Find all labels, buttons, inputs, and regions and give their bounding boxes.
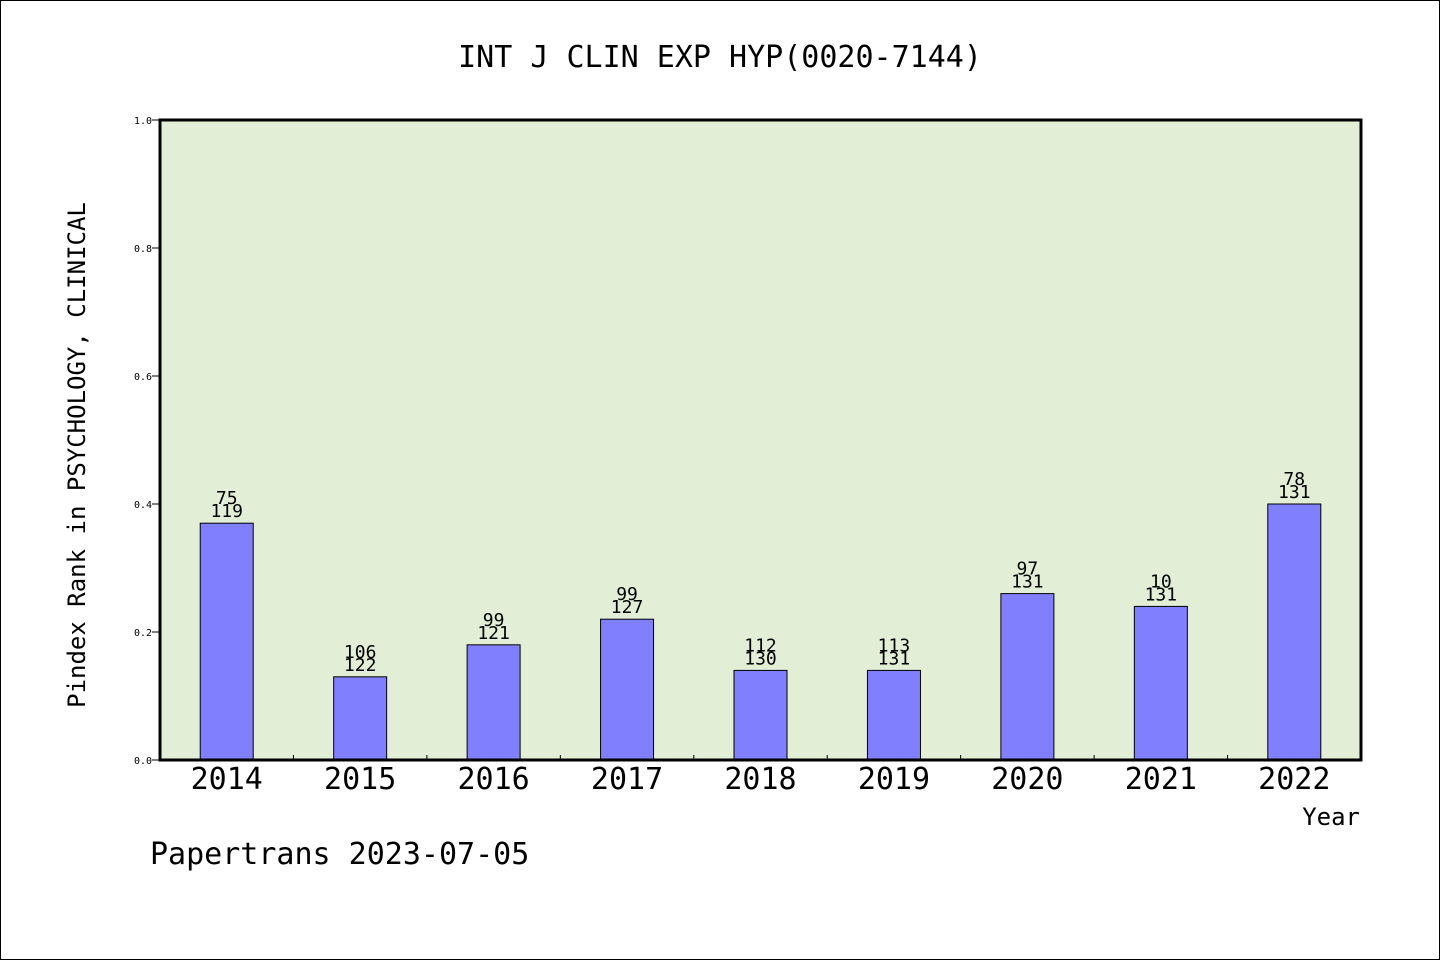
y-tick-label: 0.6 xyxy=(134,372,152,383)
y-tick-label: 0.4 xyxy=(134,500,152,511)
x-axis-label: Year xyxy=(1302,803,1360,831)
x-tick-label-2014: 2014 xyxy=(191,762,263,797)
bar-2020 xyxy=(1000,593,1055,761)
x-tick-label-2021: 2021 xyxy=(1125,762,1197,797)
bar-2017 xyxy=(600,618,655,761)
bars-layer xyxy=(199,503,1322,761)
x-tick-label-2022: 2022 xyxy=(1258,762,1330,797)
bar-rank-label-2019: 113 xyxy=(878,635,911,656)
y-tick-label: 0.8 xyxy=(134,244,152,255)
x-tick-label-2017: 2017 xyxy=(591,762,663,797)
y-axis-label: Pindex Rank in PSYCHOLOGY, CLINICAL xyxy=(63,202,91,708)
footer-date-stamp: Papertrans 2023-07-05 xyxy=(150,837,529,872)
bar-total-label-2022: 131 xyxy=(1278,482,1311,503)
bar-rank-label-2018: 112 xyxy=(744,635,777,656)
bar-rank-label-2021: 10 xyxy=(1150,571,1172,592)
x-tick-label-2016: 2016 xyxy=(457,762,529,797)
x-axis: 2014 2015 2016 2017 2018 2019 2020 2021 2022 xyxy=(191,755,1330,797)
bar-2019 xyxy=(866,669,921,761)
y-tick-label: 1.0 xyxy=(134,116,152,127)
x-tick-label-2019: 2019 xyxy=(858,762,930,797)
y-axis: 0.0 0.2 0.4 0.6 0.8 1.0 xyxy=(134,116,160,767)
bar-rank-label-2014: 75 xyxy=(216,488,238,509)
y-tick-label: 0.0 xyxy=(134,756,152,767)
bar-total-label-2014: 119 xyxy=(210,501,243,522)
y-tick-label: 0.2 xyxy=(134,628,152,639)
bar-total-label-2017: 127 xyxy=(611,597,644,618)
bar-2016 xyxy=(466,644,521,761)
bar-rank-label-2017: 99 xyxy=(616,584,638,605)
bar-rank-label-2022: 78 xyxy=(1283,469,1305,490)
chart-title: INT J CLIN EXP HYP(0020-7144) xyxy=(458,40,982,75)
bar-rank-label-2015: 106 xyxy=(344,642,377,663)
bar-2018 xyxy=(733,669,788,761)
plot-border xyxy=(158,118,1363,762)
bar-total-label-2015: 122 xyxy=(344,655,377,676)
bar-2015 xyxy=(333,676,388,761)
bar-2014 xyxy=(199,522,254,761)
x-tick-label-2020: 2020 xyxy=(991,762,1063,797)
bar-total-label-2018: 130 xyxy=(744,648,777,669)
bar-total-label-2016: 121 xyxy=(477,623,510,644)
bar-2021 xyxy=(1133,605,1188,761)
bar-rank-label-2020: 97 xyxy=(1017,559,1039,580)
bar-2022 xyxy=(1267,503,1322,761)
x-tick-label-2015: 2015 xyxy=(324,762,396,797)
bar-total-label-2020: 131 xyxy=(1011,572,1044,593)
bar-total-label-2019: 131 xyxy=(878,648,911,669)
x-tick-label-2018: 2018 xyxy=(724,762,796,797)
bar-total-label-2021: 131 xyxy=(1145,584,1178,605)
bar-rank-label-2016: 99 xyxy=(483,610,505,631)
